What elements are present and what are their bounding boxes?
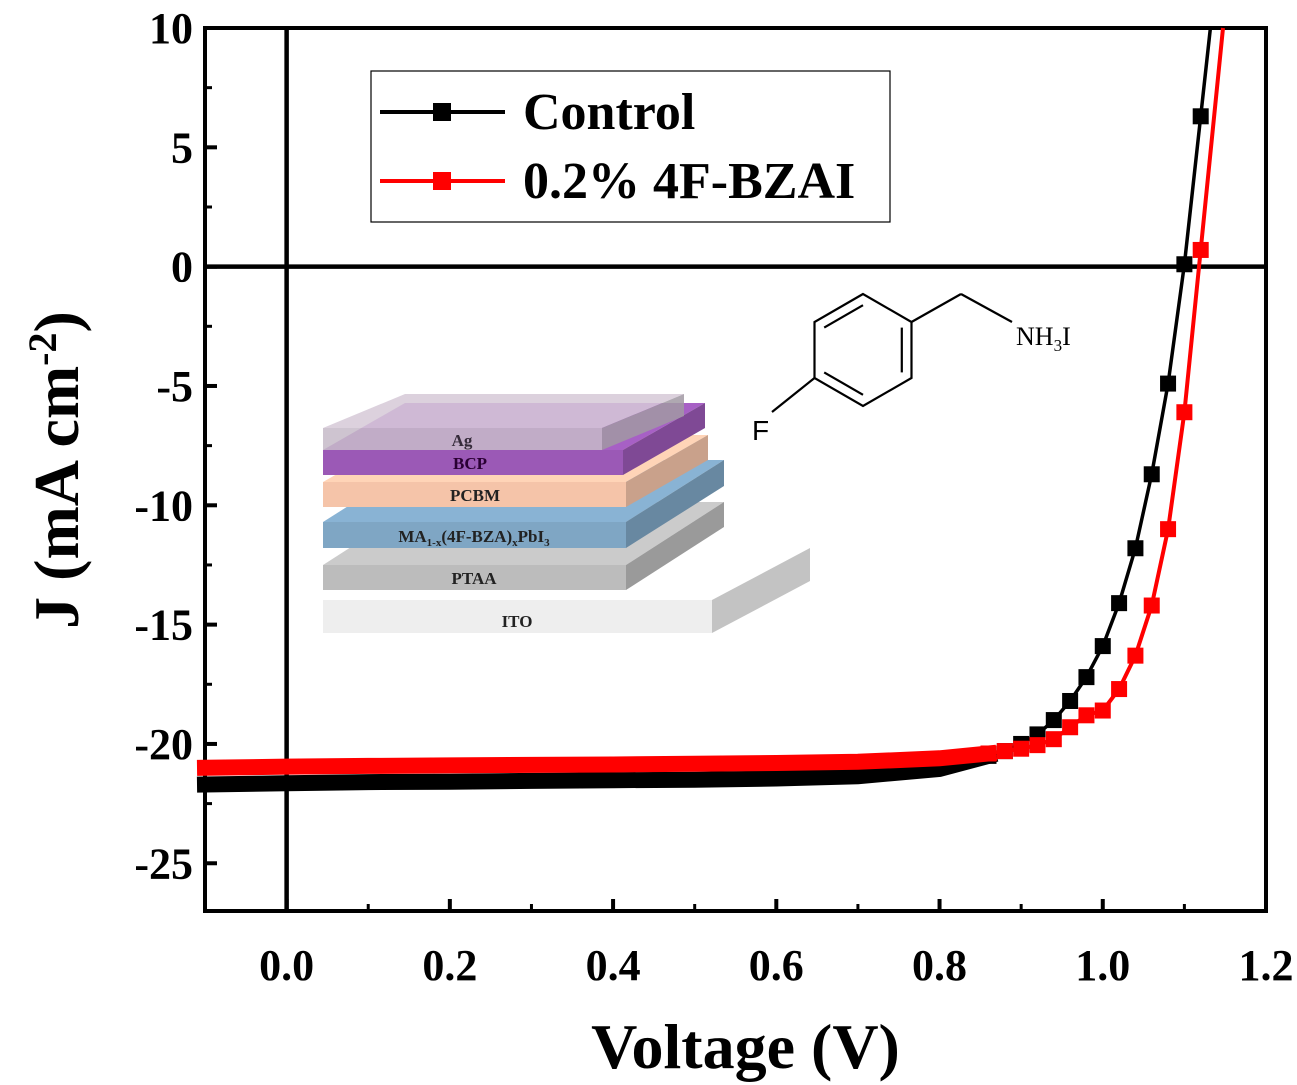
layer-side-face — [602, 394, 684, 450]
data-point — [980, 745, 997, 762]
double-bond — [823, 371, 864, 396]
layer-front-face — [323, 428, 602, 450]
y-tick-label: 10 — [149, 4, 193, 53]
y-tick-label: 5 — [171, 123, 193, 172]
data-point — [1062, 719, 1079, 736]
data-point — [1013, 740, 1030, 757]
data-point — [1045, 731, 1062, 748]
double-bond — [823, 304, 864, 329]
data-point — [1029, 737, 1046, 754]
data-point — [1160, 375, 1177, 392]
layer-front-face — [323, 450, 623, 475]
layer-label: Ag — [452, 431, 473, 450]
plot-frame — [203, 26, 1268, 913]
x-tick-label: 0.8 — [912, 941, 967, 990]
y-tick-label: 0 — [171, 243, 193, 292]
legend-box — [370, 70, 891, 223]
inset-layer: Ag — [323, 394, 684, 450]
layer-label: PTAA — [451, 569, 497, 588]
data-point — [996, 743, 1013, 760]
series-4f-bzai — [196, 27, 1225, 776]
molecule-structure: F NH3I — [752, 292, 1071, 446]
x-axis-title: Voltage (V) — [591, 1011, 900, 1082]
x-tick-label: 1.2 — [1239, 941, 1294, 990]
series-group — [196, 27, 1225, 793]
series-dense-markers — [196, 744, 998, 776]
layer-label: BCP — [453, 454, 487, 473]
legend-swatch-marker — [433, 103, 451, 121]
data-point — [1192, 108, 1209, 125]
layer-front-face — [323, 482, 626, 507]
y-axis-title: J (mA cm-2) — [20, 311, 92, 629]
data-point — [1094, 638, 1111, 655]
data-point — [1143, 466, 1160, 483]
data-point — [1045, 712, 1062, 729]
data-point — [1078, 669, 1095, 686]
data-point — [1176, 404, 1193, 421]
cf-bond — [771, 377, 816, 413]
amine-label: NH3I — [1016, 322, 1071, 355]
series-dense-markers — [196, 746, 999, 793]
fluorine-label: F — [752, 415, 769, 446]
x-tick-label: 1.0 — [1075, 941, 1130, 990]
data-point — [1062, 692, 1079, 709]
data-point — [1078, 707, 1095, 724]
x-tick-label: 0.4 — [586, 941, 641, 990]
layer-front-face — [323, 600, 712, 633]
y-tick-label: -5 — [156, 362, 193, 411]
layer-side-face — [623, 403, 705, 475]
layer-front-face — [323, 522, 626, 548]
layer-side-face — [626, 502, 724, 590]
layer-label: MA1-x(4F-BZA)xPbI3 — [398, 527, 550, 549]
y-tick-label: -10 — [134, 481, 193, 530]
cn-bond — [960, 293, 1013, 323]
y-tick-label: -15 — [134, 601, 193, 650]
layer-top-face — [323, 394, 684, 428]
legend-swatch-marker — [433, 172, 451, 190]
data-point — [1111, 681, 1128, 698]
data-point — [1127, 647, 1144, 664]
ch2-bond — [910, 293, 962, 323]
y-tick-label: -25 — [134, 839, 193, 888]
layer-side-face — [626, 435, 708, 507]
legend-label: Control — [523, 84, 695, 141]
layer-front-face — [323, 565, 626, 590]
data-point — [1111, 595, 1128, 612]
data-point — [1094, 702, 1111, 719]
y-tick-label: -20 — [134, 720, 193, 769]
x-tick-label: 0.0 — [259, 941, 314, 990]
axis-labels: 0.0 0.2 0.4 0.6 0.8 1.0 1.2 10 5 0 -5 -10 -15 -20 -25 V… — [20, 4, 1294, 1082]
data-point — [1176, 256, 1193, 273]
legend: Control 0.2% 4F-BZAI — [370, 70, 891, 223]
layer-side-face — [712, 548, 810, 633]
data-point — [1160, 521, 1177, 538]
data-point — [1143, 597, 1160, 614]
layer-label: ITO — [502, 612, 533, 631]
data-point — [1127, 540, 1144, 557]
device-structure-inset: ITO PTAA MA1-x(4F-BZA)xPbI3 PCBM BCP Ag — [323, 394, 810, 633]
layer-label: PCBM — [450, 486, 500, 505]
x-tick-label: 0.6 — [749, 941, 804, 990]
benzene-ring — [813, 292, 913, 408]
layer-side-face — [626, 460, 724, 548]
x-tick-label: 0.2 — [422, 941, 477, 990]
data-point — [1192, 241, 1209, 258]
legend-label: 0.2% 4F-BZAI — [523, 153, 855, 210]
